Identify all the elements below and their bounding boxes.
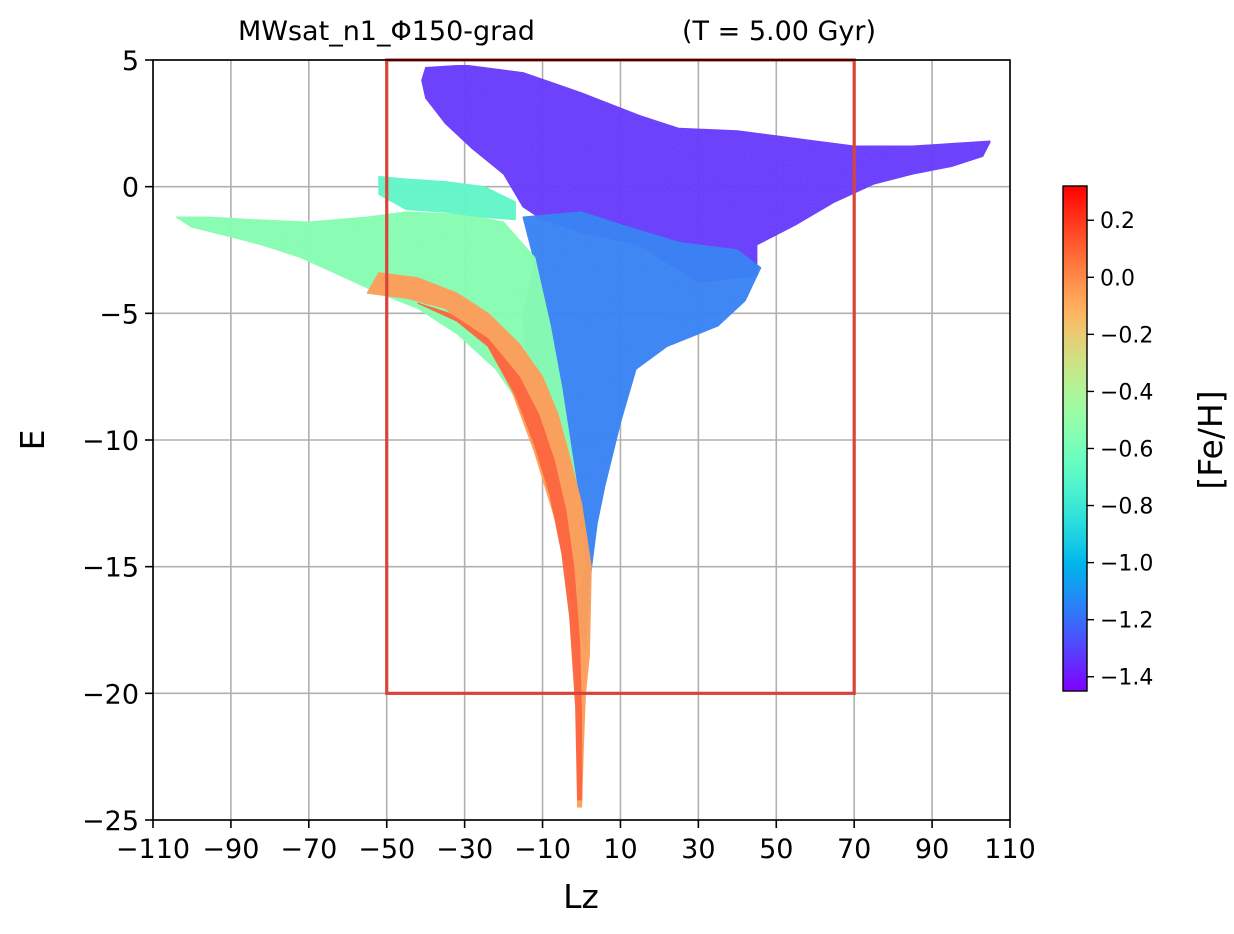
heatmap-region-4: [417, 302, 583, 801]
x-axis-label: Lz: [563, 877, 599, 916]
x-tick-label: −110: [116, 834, 190, 865]
y-tick-label: −10: [82, 426, 139, 457]
colorbar-tick-label: −1.4: [1100, 666, 1153, 691]
colorbar-tick-label: 0.2: [1100, 209, 1135, 234]
y-axis-ticks: −25 −20 −15 −10 −5 0 5: [82, 46, 153, 837]
colorbar-label: [Fe/H]: [1191, 390, 1230, 489]
x-tick-label: −90: [202, 834, 259, 865]
x-tick-label: 110: [984, 834, 1036, 865]
x-tick-label: 50: [759, 834, 793, 865]
y-tick-label: −25: [82, 806, 139, 837]
colorbar-tick-label: −1.2: [1100, 609, 1153, 634]
y-tick-label: 0: [122, 173, 139, 204]
colorbar: −1.4 −1.2 −1.0 −0.8 −0.6 −0.4 −0.2 0.0 0.2 [Fe/H…: [1062, 185, 1230, 692]
colorbar-ticks: −1.4 −1.2 −1.0 −0.8 −0.6 −0.4 −0.2 0.0 0.2: [1087, 209, 1153, 691]
heatmap-region-0: [421, 64, 992, 284]
chart-title-text: MWsat_n1_Φ150-grad: [238, 16, 535, 47]
colorbar-tick-label: 0.0: [1100, 266, 1135, 291]
y-axis-label: E: [13, 430, 52, 451]
x-tick-label: 90: [915, 834, 949, 865]
y-tick-label: −15: [82, 553, 139, 584]
plot-area: −110 −90 −70 −50 −30 −10 10 30 50 70 90 110 −25−20−…: [82, 46, 1036, 865]
x-tick-label: −30: [436, 834, 493, 865]
heatmap-region-5: [378, 175, 516, 221]
colorbar-fill: [1063, 186, 1087, 691]
x-tick-label: 70: [837, 834, 871, 865]
x-tick-label: −10: [514, 834, 571, 865]
y-tick-label: −20: [82, 679, 139, 710]
x-axis-ticks: −110 −90 −70 −50 −30 −10 10 30 50 70 90 110: [116, 820, 1036, 865]
colorbar-tick-label: −0.4: [1100, 380, 1153, 405]
colorbar-tick-label: −1.0: [1100, 552, 1153, 577]
colorbar-frame: [1062, 185, 1088, 692]
x-tick-label: 10: [603, 834, 637, 865]
chart-title: MWsat_n1_Φ150-grad (T = 5.00 Gyr): [238, 16, 876, 47]
heatmap: [175, 64, 992, 808]
colorbar-tick-label: −0.6: [1100, 437, 1153, 462]
colorbar-tick-label: −0.2: [1100, 323, 1153, 348]
chart-subtitle-text: (T = 5.00 Gyr): [682, 16, 876, 47]
x-tick-label: 30: [681, 834, 715, 865]
x-tick-label: −70: [280, 834, 337, 865]
x-tick-label: −50: [358, 834, 415, 865]
y-tick-label: 5: [122, 46, 139, 77]
colorbar-tick-label: −0.8: [1100, 495, 1153, 520]
y-tick-label: −5: [99, 299, 139, 330]
heatmap-region-3: [366, 272, 592, 808]
